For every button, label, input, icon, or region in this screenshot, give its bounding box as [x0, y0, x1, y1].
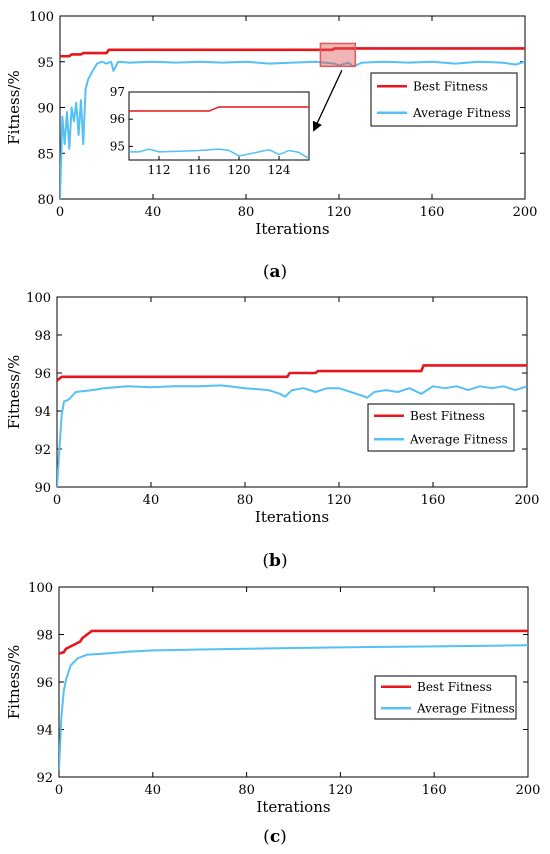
- x-tick-label: 160: [420, 205, 445, 220]
- legend-label: Average Fitness: [416, 701, 515, 715]
- legend-box: [374, 675, 517, 720]
- legend-label: Average Fitness: [409, 432, 508, 446]
- chart-panel-c: 0 40 80 120 160 200 92 94 96 98 100 Iterations Fitne…: [5, 581, 540, 847]
- y-tick-label: 98: [34, 329, 51, 344]
- y-tick-label: 94: [36, 724, 53, 739]
- legend-label: Best Fitness: [413, 79, 488, 93]
- x-tick-label: 80: [238, 205, 255, 220]
- y-tick-label: 95: [37, 56, 54, 71]
- y-tick-label: 100: [28, 581, 53, 596]
- chart-panel-a: 0 40 80 120 160 200 80 85 90 95 100 Iterations Fitne…: [5, 10, 537, 282]
- panel-caption: (a): [263, 262, 287, 282]
- y-tick-label: 100: [29, 10, 54, 25]
- series-line-average-fitness: [59, 644, 528, 770]
- x-axis-label: Iterations: [256, 798, 330, 816]
- panel-caption: (c): [263, 827, 287, 847]
- inset-series-line-average-fitness: [129, 148, 309, 160]
- series-line-average-fitness: [60, 60, 525, 199]
- y-tick-label: 100: [26, 291, 51, 306]
- y-tick-label: 90: [37, 102, 54, 117]
- x-tick-label: 40: [145, 205, 162, 220]
- x-axis-label: Iterations: [255, 220, 329, 238]
- legend: Best Fitness Average Fitness: [367, 403, 515, 452]
- x-tick-label: 80: [238, 783, 255, 798]
- panel-caption-letter: b: [269, 551, 281, 571]
- plot-frame: [56, 296, 528, 488]
- legend-label: Average Fitness: [412, 106, 511, 120]
- zoom-arrow: [312, 70, 343, 132]
- inset-y-tick-label: 96: [110, 112, 125, 126]
- legend-box: [367, 403, 515, 452]
- y-tick-label: 90: [34, 481, 51, 496]
- y-tick-label: 96: [36, 676, 53, 691]
- inset-y-tick-label: 95: [110, 139, 125, 153]
- y-axis-label: Fitness/%: [5, 355, 23, 429]
- x-tick-label: 200: [513, 205, 538, 220]
- legend: Best Fitness Average Fitness: [374, 675, 517, 720]
- series-line-average-fitness: [57, 384, 527, 487]
- x-tick-label: 0: [55, 783, 63, 798]
- y-tick-label: 98: [36, 629, 53, 644]
- legend: Best Fitness Average Fitness: [370, 72, 518, 127]
- inset-series-line-best-fitness: [129, 106, 309, 112]
- inset-x-tick-label: 124: [268, 163, 291, 177]
- x-tick-label: 200: [516, 783, 541, 798]
- x-tick-label: 0: [56, 205, 64, 220]
- panel-caption-letter: c: [270, 827, 280, 847]
- inset-y-tick-label: 97: [110, 85, 125, 99]
- series-line-best-fitness: [57, 364, 527, 382]
- inset-x-tick-label: 120: [228, 163, 251, 177]
- x-tick-label: 160: [422, 783, 447, 798]
- x-tick-label: 40: [143, 493, 160, 508]
- zoom-highlight-box: [319, 42, 357, 68]
- x-tick-label: 40: [145, 783, 162, 798]
- legend-label: Best Fitness: [410, 409, 485, 423]
- y-tick-label: 80: [37, 193, 54, 208]
- legend-label: Best Fitness: [417, 680, 492, 694]
- series-line-best-fitness: [59, 629, 528, 655]
- inset-x-tick-label: 112: [148, 163, 171, 177]
- y-tick-label: 92: [34, 443, 51, 458]
- x-tick-label: 120: [328, 783, 353, 798]
- x-tick-label: 160: [421, 493, 446, 508]
- x-tick-label: 200: [515, 493, 540, 508]
- x-tick-label: 80: [237, 493, 254, 508]
- legend-box: [370, 72, 518, 127]
- panel-caption-letter: a: [269, 262, 280, 282]
- series-line-best-fitness: [60, 47, 525, 58]
- y-tick-label: 96: [34, 367, 51, 382]
- chart-panel-b: 0 40 80 120 160 200 90 92 94 96 98 100 Iterations Fit…: [5, 291, 539, 571]
- y-axis-label: Fitness/%: [5, 645, 23, 719]
- x-tick-label: 120: [327, 205, 352, 220]
- y-tick-label: 94: [34, 405, 51, 420]
- x-tick-label: 0: [53, 493, 61, 508]
- x-axis-label: Iterations: [255, 508, 329, 526]
- inset-x-tick-label: 116: [188, 163, 211, 177]
- inset-chart: 112 116 120 124 95 96 97: [110, 70, 343, 177]
- y-axis-label: Fitness/%: [5, 70, 23, 144]
- y-tick-label: 85: [37, 147, 54, 162]
- x-tick-label: 120: [327, 493, 352, 508]
- y-tick-label: 92: [36, 771, 53, 786]
- panel-caption: (b): [262, 551, 287, 571]
